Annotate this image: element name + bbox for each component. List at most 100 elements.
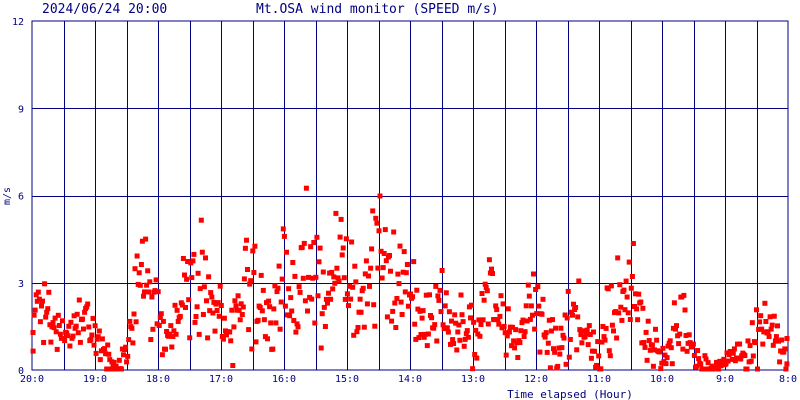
data-point: [431, 325, 437, 331]
data-point: [309, 296, 315, 302]
data-point: [410, 294, 416, 300]
data-point: [719, 362, 725, 368]
data-point: [515, 355, 521, 360]
data-point: [316, 259, 322, 265]
data-point: [224, 332, 229, 338]
data-point: [640, 305, 646, 311]
data-point: [313, 274, 319, 280]
data-point: [150, 326, 156, 332]
data-point: [729, 356, 735, 362]
data-point: [623, 278, 629, 284]
data-point: [133, 319, 139, 325]
data-point: [392, 300, 398, 306]
data-point: [667, 338, 673, 344]
x-tick-label: 20:0: [20, 374, 44, 385]
data-point: [532, 326, 538, 332]
data-point: [633, 291, 638, 297]
data-point: [105, 342, 111, 348]
data-point: [471, 319, 477, 325]
data-point: [368, 265, 374, 271]
data-point: [314, 234, 320, 240]
data-point: [282, 303, 288, 309]
data-point: [600, 324, 606, 329]
data-point: [418, 332, 424, 337]
data-point: [460, 319, 466, 325]
data-point: [270, 346, 276, 352]
data-point: [588, 355, 594, 361]
x-axis-ticks: 20:0 19:0 18:0 17:0 16:0 15:0 14:0 13:0 12:0 11:0…: [20, 374, 797, 385]
data-point: [451, 341, 457, 346]
data-point: [757, 319, 763, 325]
data-point: [396, 281, 402, 287]
timestamp-label: 2024/06/24 20:00: [42, 2, 167, 17]
data-point: [97, 357, 103, 363]
data-point: [725, 358, 731, 364]
x-tick-label: 15:0: [335, 374, 359, 385]
data-point: [346, 303, 351, 309]
data-point: [657, 349, 663, 355]
data-point: [682, 307, 688, 313]
data-point: [146, 289, 152, 295]
data-point: [627, 317, 633, 322]
data-point: [279, 276, 285, 282]
data-point: [721, 356, 727, 362]
data-point: [268, 320, 274, 326]
data-point: [209, 294, 215, 300]
data-point: [77, 339, 83, 345]
data-point: [398, 299, 404, 305]
data-point: [68, 319, 74, 325]
data-point: [174, 307, 180, 313]
data-point: [367, 283, 372, 289]
data-point: [136, 270, 142, 276]
data-point: [330, 286, 336, 292]
data-point: [784, 336, 790, 341]
data-point: [89, 332, 95, 338]
data-point: [45, 306, 51, 312]
data-point: [238, 301, 244, 307]
data-point: [342, 296, 348, 302]
data-point: [306, 274, 311, 280]
data-point: [496, 321, 502, 327]
data-point: [389, 318, 395, 324]
data-point: [687, 340, 693, 346]
data-point: [387, 253, 392, 258]
data-point: [210, 310, 216, 316]
data-point: [548, 328, 554, 334]
data-point: [341, 275, 347, 281]
data-point: [382, 227, 388, 233]
data-point: [663, 361, 669, 367]
data-point: [241, 276, 247, 282]
data-point: [227, 329, 233, 335]
data-point: [351, 332, 357, 338]
data-point: [585, 342, 591, 348]
data-point: [237, 317, 243, 323]
data-point: [167, 331, 173, 337]
data-point: [363, 258, 369, 264]
data-point: [104, 366, 110, 372]
data-point: [364, 301, 370, 307]
data-point: [90, 315, 96, 321]
data-point: [32, 307, 38, 313]
data-point: [630, 241, 636, 246]
data-point: [680, 346, 686, 352]
data-point: [215, 300, 221, 306]
data-point: [179, 302, 185, 308]
data-point: [65, 333, 71, 339]
data-point: [570, 312, 575, 318]
data-point: [502, 330, 508, 336]
data-point: [574, 347, 580, 353]
data-point: [771, 313, 777, 319]
data-point: [423, 292, 429, 298]
data-point: [246, 327, 252, 333]
data-point: [46, 289, 52, 295]
data-point: [292, 273, 298, 279]
data-point: [768, 326, 774, 332]
data-point: [75, 330, 81, 336]
data-point: [469, 302, 474, 308]
data-point: [673, 326, 678, 332]
data-point: [64, 330, 70, 336]
data-point: [340, 245, 346, 251]
data-point: [777, 359, 783, 365]
data-point: [599, 339, 605, 345]
data-point: [611, 328, 616, 334]
